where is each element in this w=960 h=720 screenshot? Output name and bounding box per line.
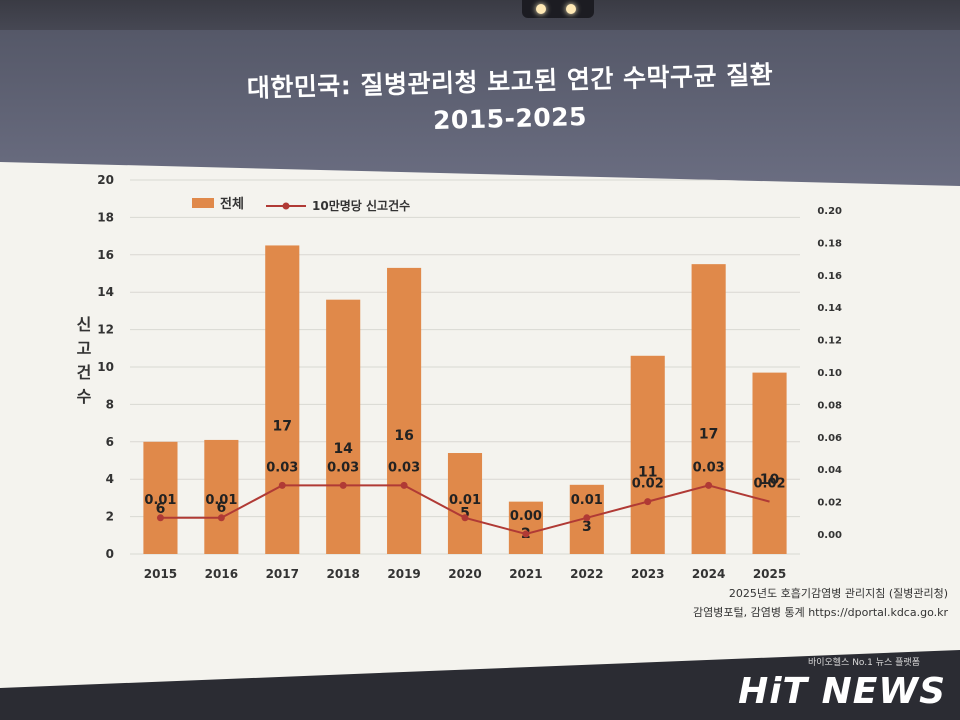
legend-label-bars: 전체: [220, 196, 244, 212]
y-axis-label-char: 건: [77, 363, 92, 382]
legend-label-line: 10만명당 신고건수: [312, 198, 410, 213]
line-value-label: 0.01: [449, 493, 481, 508]
line-value-label: 0.00: [510, 509, 542, 524]
x-tick-label: 2022: [570, 567, 603, 581]
x-tick-label: 2019: [387, 567, 420, 581]
bar-value-label: 6: [156, 501, 166, 517]
x-tick-label: 2025: [753, 567, 786, 581]
bar-value-label: 17: [273, 418, 292, 434]
y2-tick-label: 0.18: [817, 238, 842, 249]
ceiling-lamp: [522, 0, 594, 18]
y-tick-label: 2: [106, 510, 114, 524]
y2-tick-label: 0.02: [817, 498, 842, 509]
x-tick-label: 2023: [631, 567, 664, 581]
legend-swatch-bars: [192, 198, 214, 208]
line-point: [644, 498, 652, 506]
y2-tick-label: 0.00: [817, 530, 842, 541]
y-axis-label-char: 수: [77, 387, 92, 406]
bar: [691, 264, 726, 554]
line-point: [583, 514, 591, 522]
source-url: 감염병포털, 감염병 통계 https://dportal.kdca.go.kr: [693, 606, 948, 619]
x-tick-label: 2020: [448, 567, 481, 581]
bar-value-label: 14: [333, 441, 353, 457]
line-value-label: 0.01: [144, 493, 176, 508]
x-tick-label: 2018: [326, 567, 359, 581]
y2-tick-label: 0.20: [817, 206, 842, 217]
line-point: [278, 481, 286, 489]
slide-header-band: [0, 30, 960, 190]
y-tick-label: 14: [97, 285, 114, 299]
x-tick-label: 2017: [266, 567, 299, 581]
slide-body: 0 2 4 6 8 10 12 14 16 18 20 0.00 0.02 0.04 0.06 0.08 0.1…: [0, 162, 960, 688]
bar: [265, 245, 300, 554]
line-value-label: 0.01: [205, 493, 237, 508]
line-point: [400, 481, 408, 489]
y2-tick-label: 0.14: [817, 303, 842, 314]
line-value-label: 0.02: [754, 477, 786, 492]
bar: [752, 372, 787, 554]
bar-value-label: 5: [460, 506, 470, 522]
line-value-label: 0.03: [327, 460, 359, 475]
y-tick-label: 6: [106, 435, 114, 449]
y2-tick-label: 0.08: [817, 400, 842, 411]
line-point: [522, 530, 530, 538]
bar: [630, 355, 665, 554]
y-tick-label: 16: [97, 248, 114, 262]
line-point: [217, 514, 225, 522]
y-tick-label: 0: [106, 547, 114, 561]
line-value-label: 0.03: [266, 460, 298, 475]
y-tick-label: 12: [97, 323, 114, 337]
bar-value-label: 16: [394, 428, 413, 444]
bar: [204, 439, 239, 554]
bar: [447, 453, 483, 554]
chart: 0 2 4 6 8 10 12 14 16 18 20 0.00 0.02 0.04 0.06 0.08 0.1…: [77, 173, 842, 581]
bar: [326, 299, 361, 554]
x-tick-label: 2015: [144, 567, 177, 581]
line-point: [461, 514, 469, 522]
watermark-tagline: 바이오헬스 No.1 뉴스 플랫폼: [807, 658, 920, 668]
bar: [387, 267, 422, 554]
bar: [143, 441, 178, 554]
line-point: [339, 481, 347, 489]
y-tick-label: 20: [97, 173, 114, 187]
y-tick-label: 8: [106, 397, 114, 411]
y2-tick-label: 0.10: [817, 368, 842, 379]
y-tick-label: 10: [97, 360, 114, 374]
bar: [508, 501, 543, 554]
bar-value-label: 11: [638, 465, 657, 481]
y2-tick-label: 0.12: [817, 336, 842, 347]
y-axis-label-char: 고: [77, 339, 92, 358]
bar-value-label: 6: [216, 500, 226, 516]
legend-marker-line: [282, 202, 290, 210]
line-point: [705, 481, 713, 489]
line-value-label: 0.03: [693, 460, 725, 475]
y-tick-label: 4: [106, 472, 114, 486]
y2-tick-label: 0.16: [817, 271, 842, 282]
x-tick-label: 2016: [205, 567, 238, 581]
bar-value-label: 3: [582, 519, 592, 535]
y2-tick-label: 0.04: [817, 465, 842, 476]
bar-value-label: 10: [760, 472, 780, 488]
y-axis-label-char: 신: [77, 315, 92, 334]
y2-tick-label: 0.06: [817, 433, 842, 444]
line-point: [156, 514, 164, 522]
source-citation: 2025년도 호흡기감염병 관리지침 (질병관리청): [728, 587, 948, 600]
x-tick-label: 2021: [509, 567, 542, 581]
line-value-label: 0.03: [388, 460, 420, 475]
watermark-logo: HiT NEWS: [738, 671, 946, 712]
line-value-label: 0.02: [632, 477, 664, 492]
y-tick-label: 18: [97, 210, 114, 224]
line-value-label: 0.01: [571, 493, 603, 508]
x-tick-label: 2024: [692, 567, 725, 581]
bar-value-label: 17: [699, 426, 718, 442]
